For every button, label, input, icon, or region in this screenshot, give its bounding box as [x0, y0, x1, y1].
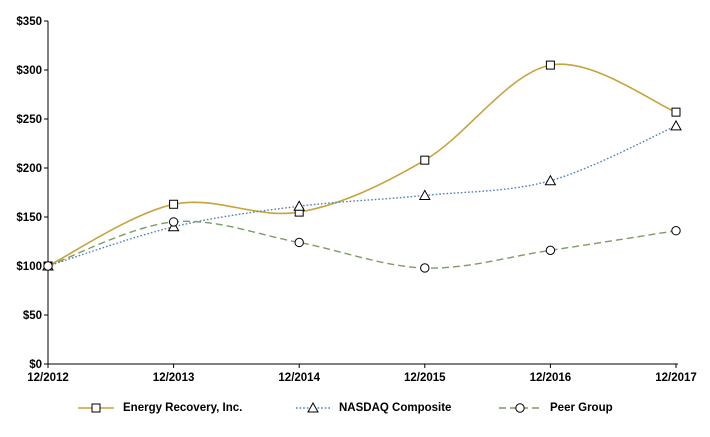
data-point-marker-triangle [670, 119, 682, 131]
x-tick-label: 12/2016 [530, 372, 572, 384]
data-point-marker-triangle [544, 174, 557, 186]
y-tick-label: $100 [16, 261, 42, 273]
data-point-marker-circle [43, 261, 53, 271]
x-tick-label: 12/2012 [27, 372, 69, 384]
data-point-marker-square [169, 199, 179, 209]
data-point-marker-circle [545, 245, 556, 256]
y-tick-label: $150 [16, 212, 42, 224]
legend-swatch-peer-group-line-circle-icon [499, 403, 541, 413]
legend-swatch-energy-recovery-line-square-icon [78, 403, 114, 413]
series-line-peer-group [47, 220, 677, 269]
y-tick-label: $250 [16, 114, 42, 126]
data-point-marker-circle [671, 226, 681, 236]
data-point-marker-square [420, 155, 430, 165]
data-point-marker-square [671, 107, 681, 117]
y-tick-label: $300 [16, 65, 42, 77]
legend-label-energy-recovery: Energy Recovery, Inc. [123, 402, 243, 414]
data-point-marker-circle [168, 217, 179, 227]
y-tick-label: $0 [29, 359, 42, 371]
legend-marker-square [91, 403, 101, 413]
data-point-marker-square [545, 60, 555, 70]
legend-swatch-nasdaq-line-triangle-icon [296, 402, 330, 413]
data-point-marker-circle [420, 263, 430, 273]
x-tick-label: 12/2014 [278, 372, 320, 384]
y-tick-label: $350 [16, 16, 42, 28]
legend-marker-triangle [307, 402, 319, 413]
series-line-energy-recovery-inc [47, 63, 677, 267]
legend-item-peer-group: Peer Group [498, 400, 613, 416]
x-tick-label: 12/2017 [655, 372, 697, 384]
y-tick-label: $200 [16, 163, 42, 175]
data-point-marker-triangle [418, 189, 431, 200]
x-tick-label: 12/2013 [153, 372, 195, 384]
legend-label-nasdaq-composite: NASDAQ Composite [339, 402, 452, 414]
y-tick-label: $50 [23, 310, 42, 322]
chart-legend: Energy Recovery, Inc. NASDAQ Composite P… [0, 400, 710, 420]
legend-item-nasdaq-composite: NASDAQ Composite [295, 400, 451, 416]
legend-item-energy-recovery: Energy Recovery, Inc. [77, 400, 242, 416]
plot-area: $0 $50 $100 $150 $200 $250 $300 $350 12/2012 12/2… [16, 16, 697, 384]
legend-label-peer-group: Peer Group [550, 402, 613, 414]
data-point-marker-triangle [293, 200, 306, 211]
x-tick-label: 12/2015 [404, 372, 446, 384]
data-point-marker-circle [294, 237, 304, 248]
series-line-nasdaq-composite [47, 125, 677, 267]
legend-marker-circle [515, 403, 525, 413]
